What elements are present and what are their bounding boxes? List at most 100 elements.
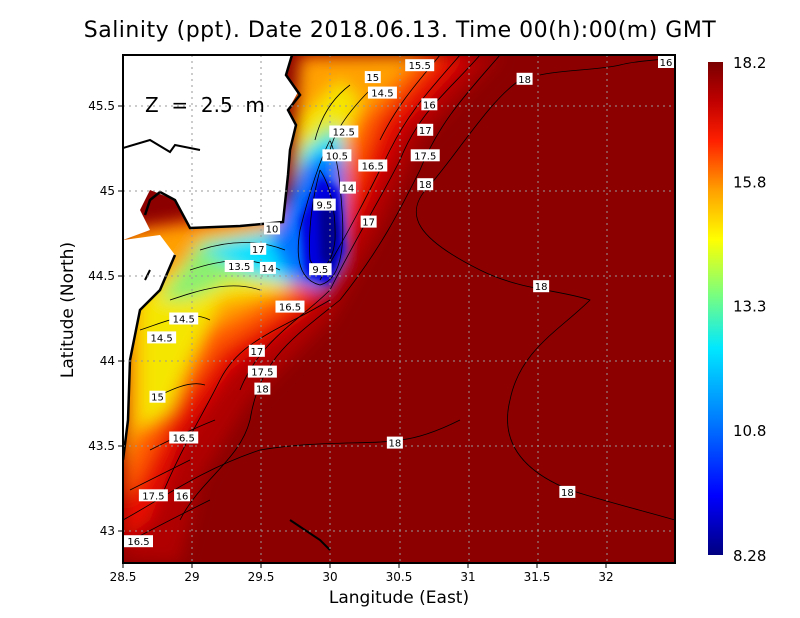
colorbar-labels: 18.2 15.8 13.3 10.8 8.28 <box>733 54 766 565</box>
coastline <box>123 138 331 551</box>
contour-label: 17.5 <box>251 368 273 379</box>
y-tick-label: 45.5 <box>88 99 115 113</box>
contour-label: 18 <box>561 488 574 499</box>
contour-label-bg <box>410 149 440 162</box>
x-axis-label: Langitude (East) <box>328 588 470 608</box>
contour-label-bg <box>417 123 434 136</box>
contour-label: 9.5 <box>317 201 333 212</box>
contour-label: 12.5 <box>333 128 355 139</box>
contour-label-bg <box>367 86 397 99</box>
contour-label: 14 <box>342 184 355 195</box>
colorbar-tick-label: 15.8 <box>733 173 766 191</box>
contour-label-bg <box>358 159 388 172</box>
contour-label: 18 <box>535 282 548 293</box>
x-tick-label: 30 <box>322 570 337 584</box>
y-tick-label: 45 <box>100 184 115 198</box>
contour-label: 16.5 <box>127 537 149 548</box>
y-tick-label: 44.5 <box>88 269 115 283</box>
contour-label-bg <box>247 365 277 378</box>
colorbar-tick-label: 10.8 <box>733 422 766 440</box>
colorbar <box>708 62 723 555</box>
contour-label-bg <box>559 485 576 498</box>
contour-label-bg <box>169 312 199 325</box>
contour-label: 14.5 <box>151 333 173 344</box>
contour-labels: 15.5 15 14.5 18 16 16 17 12.5 17.5 10.5 16.5 18 14 9.… <box>124 56 674 548</box>
contour-label-bg <box>313 198 336 211</box>
contour-label: 17 <box>362 218 375 229</box>
contour-label: 13.5 <box>228 262 250 273</box>
contour-label: 16 <box>176 491 189 502</box>
contour-label-bg <box>124 535 153 548</box>
contour-label: 18 <box>388 439 401 450</box>
chart-title: Salinity (ppt). Date 2018.06.13. Time 00… <box>83 18 717 43</box>
x-tick-label: 29 <box>184 570 199 584</box>
land-area <box>123 55 298 240</box>
depth-annotation: Z = 2.5 m <box>145 93 265 117</box>
contour-label: 16.5 <box>173 434 195 445</box>
contour-label: 16.5 <box>362 162 384 173</box>
contour-label-bg <box>329 125 359 138</box>
contour-label: 18 <box>518 75 531 86</box>
contour-label: 17.5 <box>142 491 164 502</box>
contour-label: 16 <box>660 58 673 69</box>
x-axis: 28.5 29 29.5 30 30.5 31 31.5 32 <box>110 563 614 584</box>
x-tick-label: 31.5 <box>524 570 551 584</box>
contour-label-bg <box>309 263 332 276</box>
contour-label: 15 <box>151 393 164 404</box>
contour-label-bg <box>533 280 550 293</box>
contour-label-bg <box>259 261 276 274</box>
x-tick-label: 30.5 <box>386 570 413 584</box>
colorbar-tick-label: 8.28 <box>733 547 766 565</box>
land-area <box>123 235 175 460</box>
contour-label: 16.5 <box>279 303 301 314</box>
contour-label: 10 <box>266 224 279 235</box>
contour-label-bg <box>339 181 356 194</box>
y-tick-label: 43.5 <box>88 439 115 453</box>
contour-label-bg <box>264 222 281 235</box>
contour-label-bg <box>417 178 434 191</box>
coastline <box>123 55 302 461</box>
contour-label: 18 <box>256 385 269 396</box>
salinity-field: 15.5 15 14.5 18 16 16 17 12.5 17.5 10.5 16.5 18 14 9.… <box>123 55 675 563</box>
contour-label: 10.5 <box>326 151 348 162</box>
contour-label-bg <box>169 431 199 444</box>
contour-label: 17 <box>252 245 265 256</box>
contour-label-bg <box>138 489 168 502</box>
contour-label: 14 <box>262 264 275 275</box>
contour-label-bg <box>405 59 435 72</box>
contour-label: 18 <box>419 180 432 191</box>
contour-label: 14.5 <box>173 315 195 326</box>
contour-label-bg <box>322 149 352 162</box>
x-tick-label: 32 <box>598 570 613 584</box>
x-tick-label: 28.5 <box>110 570 137 584</box>
contour-label: 9.5 <box>312 265 328 276</box>
contour-label: 16 <box>423 100 436 111</box>
contour-label: 15 <box>366 73 379 84</box>
contour-label-bg <box>254 382 271 395</box>
x-tick-label: 31 <box>460 570 475 584</box>
contour-label-bg <box>658 56 674 68</box>
contour-label: 17 <box>419 126 432 137</box>
contour-label: 17.5 <box>414 151 436 162</box>
y-axis-label: Latitude (North) <box>58 241 78 379</box>
contour-label: 14.5 <box>371 89 393 100</box>
contour-label-bg <box>275 300 305 313</box>
contour-label-bg <box>149 390 166 403</box>
contour-label: 15.5 <box>409 61 431 72</box>
contour-label-bg <box>364 71 381 84</box>
y-tick-label: 44 <box>100 354 115 368</box>
contour-label-bg <box>250 242 267 255</box>
colorbar-tick-label: 13.3 <box>733 298 766 316</box>
contour-label-bg <box>360 215 377 228</box>
contour-label-bg <box>174 489 191 502</box>
x-tick-label: 29.5 <box>248 570 275 584</box>
contour-label-bg <box>224 260 254 272</box>
colorbar-tick-label: 18.2 <box>733 54 766 72</box>
contour-label-bg <box>147 331 177 344</box>
contour-label: 17 <box>250 347 263 358</box>
contour-label-bg <box>386 436 403 449</box>
contour-label-bg <box>516 72 533 85</box>
contour-label-bg <box>421 98 438 111</box>
